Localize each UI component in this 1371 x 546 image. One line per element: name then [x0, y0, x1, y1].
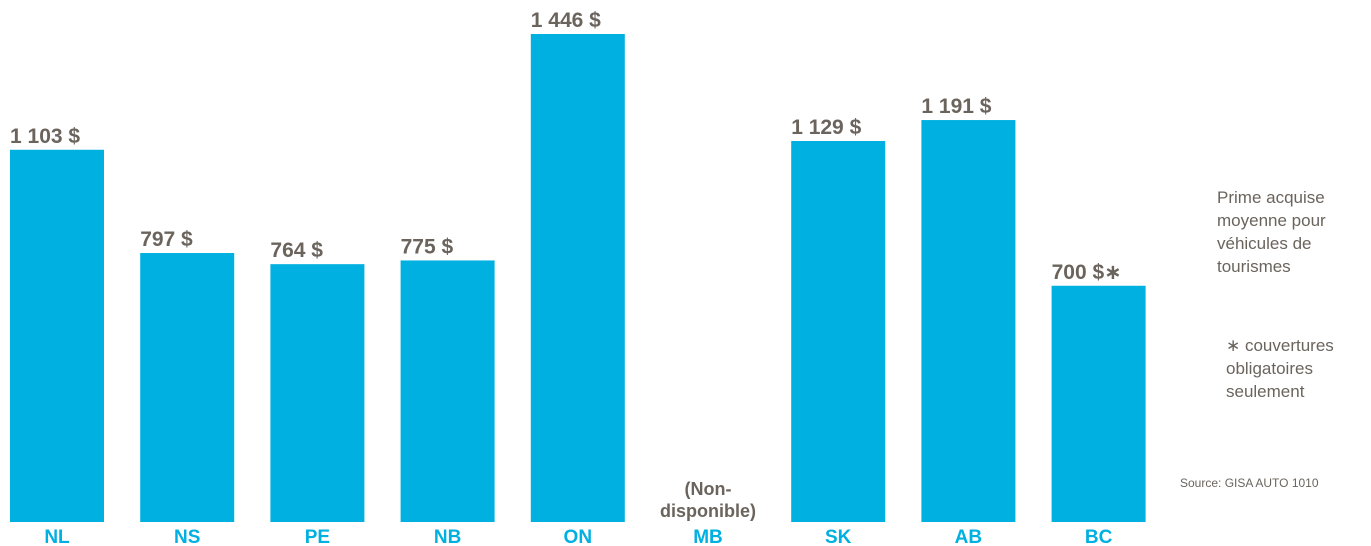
value-label-sk: 1 129 $	[791, 116, 861, 139]
bars-group	[10, 34, 1146, 522]
source-note: Source: GISA AUTO 1010	[1180, 476, 1319, 490]
missing-label-mb-line2: disponible)	[660, 501, 756, 521]
bar-nb	[400, 260, 495, 522]
category-label-nl: NL	[44, 527, 70, 546]
value-label-pe: 764 $	[270, 239, 323, 262]
category-label-ab: AB	[955, 527, 982, 546]
value-labels-group: 1 103 $ 797 $ 764 $ 775 $ 1 446 $ (Non-dispon…	[10, 9, 1122, 521]
bar-ab	[921, 120, 1016, 522]
bar-ns	[140, 253, 235, 522]
bar-sk	[791, 140, 886, 522]
legend-description: Prime acquise moyenne pour véhicules de …	[1217, 188, 1326, 276]
value-label-ab: 1 191 $	[921, 95, 991, 118]
value-label-bc: 700 $∗	[1052, 261, 1122, 284]
missing-label-mb-line1: (Non-	[685, 479, 732, 499]
bar-on	[530, 34, 625, 522]
value-label-nb: 775 $	[401, 235, 454, 258]
value-label-nl: 1 103 $	[10, 125, 80, 148]
category-label-sk: SK	[825, 527, 852, 546]
category-label-on: ON	[564, 527, 593, 546]
bar-bc	[1051, 285, 1146, 522]
value-label-on: 1 446 $	[531, 9, 601, 32]
footnote: ∗ couvertures obligatoires seulement	[1226, 336, 1334, 401]
category-labels-group: NL NS PE NB ON MB SK AB BC	[44, 527, 1112, 546]
value-label-ns: 797 $	[140, 228, 193, 251]
category-label-nb: NB	[434, 527, 461, 546]
category-label-ns: NS	[174, 527, 200, 546]
bar-pe	[270, 264, 365, 522]
category-label-bc: BC	[1085, 527, 1113, 546]
bar-nl	[10, 149, 104, 522]
category-label-mb: MB	[693, 527, 723, 546]
category-label-pe: PE	[305, 527, 330, 546]
